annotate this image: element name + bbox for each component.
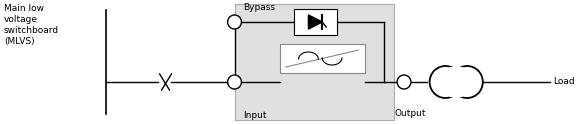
- Bar: [428, 64, 485, 100]
- Text: Load: Load: [553, 78, 575, 87]
- Polygon shape: [309, 15, 322, 29]
- Text: Bypass: Bypass: [243, 3, 275, 12]
- Text: Output: Output: [394, 109, 425, 118]
- Bar: [449, 67, 463, 97]
- Circle shape: [228, 75, 242, 89]
- Bar: [294, 9, 337, 35]
- Bar: [280, 44, 365, 73]
- Text: Main low
voltage
switchboard
(MLVS): Main low voltage switchboard (MLVS): [4, 4, 59, 46]
- Circle shape: [397, 75, 411, 89]
- Bar: [235, 4, 394, 120]
- Circle shape: [228, 15, 242, 29]
- Text: Input: Input: [243, 111, 267, 120]
